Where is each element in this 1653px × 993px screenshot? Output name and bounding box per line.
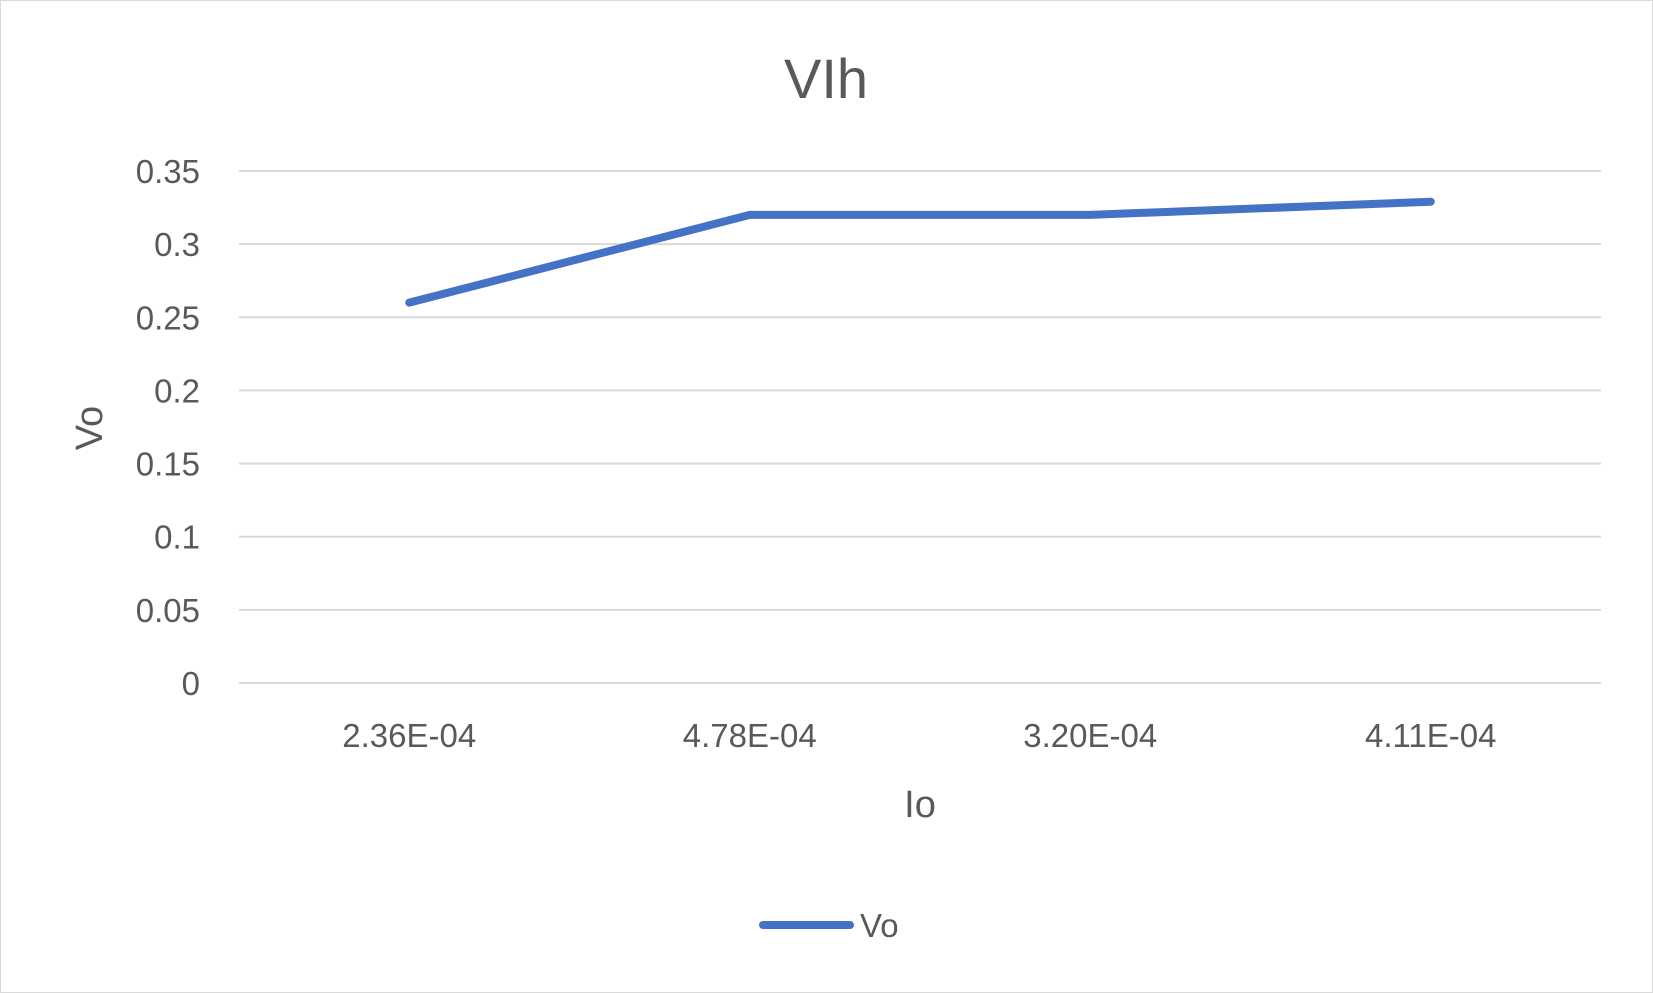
y-tick-label: 0 <box>182 665 200 702</box>
series-lines <box>405 197 1435 307</box>
series-line-vo <box>405 197 1435 307</box>
y-axis-title: Vo <box>69 406 111 450</box>
y-tick-label: 0.3 <box>154 226 200 263</box>
x-axis-title: Io <box>904 784 936 826</box>
legend: Vo <box>759 907 899 944</box>
y-axis-tick-labels: 0 0.05 0.1 0.15 0.2 0.25 0.3 0.35 <box>136 153 200 702</box>
y-tick-label: 0.1 <box>154 519 200 556</box>
legend-label: Vo <box>860 907 899 944</box>
chart-title: VIh <box>784 47 868 110</box>
x-tick-label: 4.78E-04 <box>683 717 817 754</box>
gridlines <box>239 170 1601 684</box>
y-tick-label: 0.2 <box>154 372 200 409</box>
y-tick-label: 0.15 <box>136 446 200 483</box>
y-tick-label: 0.25 <box>136 299 200 336</box>
x-tick-label: 2.36E-04 <box>342 717 476 754</box>
x-tick-label: 3.20E-04 <box>1023 717 1157 754</box>
y-tick-label: 0.05 <box>136 592 200 629</box>
y-tick-label: 0.35 <box>136 153 200 190</box>
x-tick-label: 4.11E-04 <box>1365 717 1496 754</box>
x-axis-tick-labels: 2.36E-04 4.78E-04 3.20E-04 4.11E-04 <box>342 717 1496 754</box>
